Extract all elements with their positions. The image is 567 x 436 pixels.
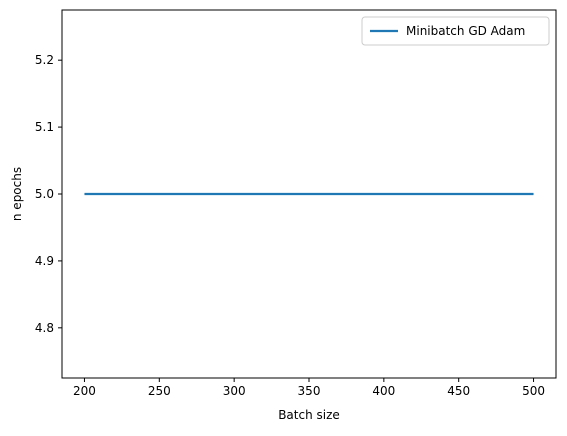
y-tick-label: 5.0 (35, 187, 54, 201)
legend-label: Minibatch GD Adam (406, 24, 525, 38)
y-tick-label: 4.9 (35, 254, 54, 268)
y-tick-label: 4.8 (35, 321, 54, 335)
x-tick-label: 250 (148, 384, 171, 398)
legend: Minibatch GD Adam (361, 16, 550, 46)
legend-box (361, 16, 550, 46)
y-tick-label: 5.1 (35, 120, 54, 134)
x-tick-label: 500 (522, 384, 545, 398)
x-tick-label: 350 (298, 384, 321, 398)
x-tick-label: 200 (73, 384, 96, 398)
x-axis-label: Batch size (278, 408, 340, 422)
x-tick-label: 300 (223, 384, 246, 398)
x-tick-label: 400 (372, 384, 395, 398)
y-tick-label: 5.2 (35, 53, 54, 67)
y-axis-label: n epochs (10, 167, 24, 221)
x-tick-label: 450 (447, 384, 470, 398)
